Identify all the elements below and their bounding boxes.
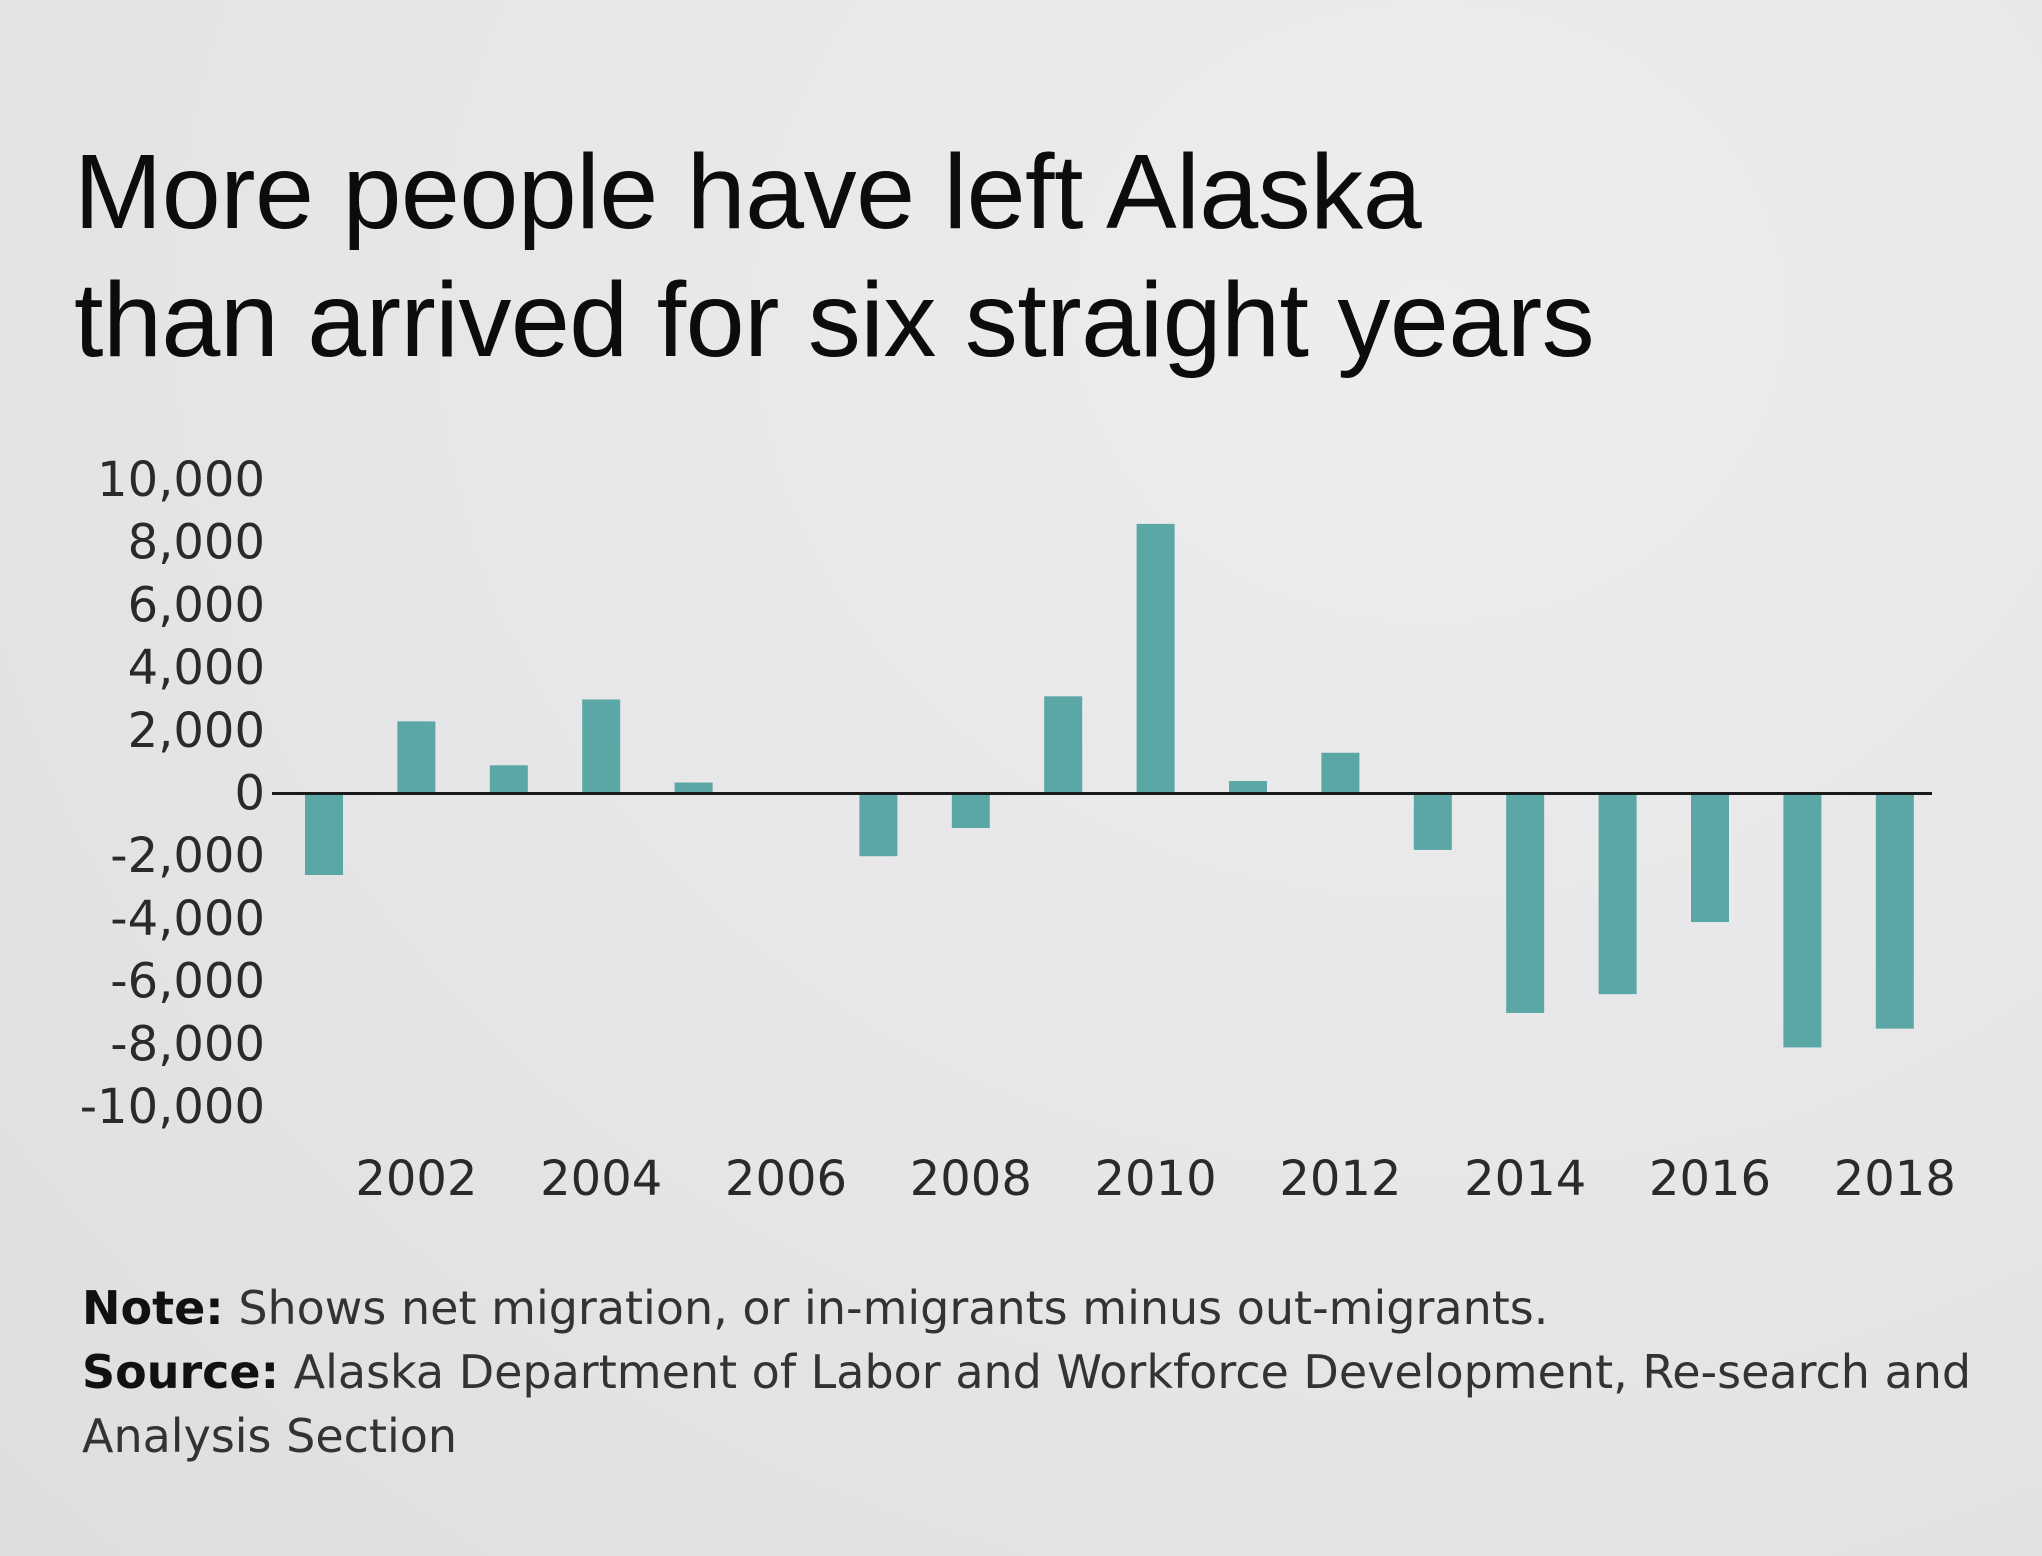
x-tick-label: 2002: [355, 1151, 477, 1207]
x-axis: 2002 2004 2006 2008 2010 2012 2014 2016 2018: [355, 1151, 1956, 1207]
bar-2010: [1136, 523, 1175, 794]
bar-2013: [1413, 793, 1452, 850]
y-tick-label: -10,000: [80, 1079, 265, 1135]
bar-2008: [951, 793, 990, 828]
note-label: Note:: [82, 1281, 224, 1335]
y-tick-label: -2,000: [110, 828, 265, 884]
x-tick-label: 2008: [910, 1151, 1032, 1207]
x-tick-label: 2012: [1279, 1151, 1401, 1207]
y-tick-label: -6,000: [110, 954, 265, 1010]
y-tick-label: -8,000: [110, 1016, 265, 1072]
note-text: Shows net migration, or in-migrants minu…: [238, 1281, 1549, 1335]
x-tick-label: 2014: [1464, 1151, 1586, 1207]
y-tick-label: 8,000: [128, 515, 265, 571]
x-tick-label: 2016: [1649, 1151, 1771, 1207]
bar-2007: [859, 793, 898, 857]
note-line: Note: Shows net migration, or in-migrant…: [82, 1276, 1982, 1340]
y-tick-label: 0: [234, 766, 265, 822]
bar-2004: [582, 699, 621, 794]
bar-2001: [305, 793, 343, 876]
bar-series: [305, 523, 1914, 1048]
x-tick-label: 2006: [725, 1151, 847, 1207]
chart-title-line-1: More people have left Alaska: [74, 133, 1422, 251]
chart-title: More people have left Alaska than arrive…: [74, 128, 1874, 384]
y-tick-label: 10,000: [97, 452, 265, 508]
bar-2003: [489, 765, 528, 794]
y-axis: 10,000 8,000 6,000 4,000 2,000 0 -2,000 -4,000 -…: [80, 452, 265, 1135]
y-tick-label: 4,000: [128, 640, 265, 696]
chart-title-line-2: than arrived for six straight years: [74, 261, 1595, 379]
bar-2005: [674, 782, 713, 794]
y-tick-label: -4,000: [110, 891, 265, 947]
chart-notes: Note: Shows net migration, or in-migrant…: [82, 1276, 1982, 1468]
bar-2016: [1691, 793, 1729, 923]
bar-2015: [1598, 793, 1637, 995]
bar-2014: [1506, 793, 1545, 1013]
bar-2017: [1783, 793, 1822, 1048]
bar-2018: [1875, 793, 1914, 1029]
bar-2002: [397, 721, 436, 794]
bar-2011: [1229, 780, 1267, 794]
bar-2012: [1321, 752, 1360, 794]
source-text: Alaska Department of Labor and Workforce…: [82, 1345, 1972, 1463]
y-tick-label: 2,000: [128, 703, 265, 759]
bar-2009: [1044, 696, 1083, 794]
source-label: Source:: [82, 1345, 280, 1399]
x-tick-label: 2010: [1095, 1151, 1217, 1207]
y-tick-label: 6,000: [128, 577, 265, 633]
source-line: Source: Alaska Department of Labor and W…: [82, 1340, 1982, 1468]
x-tick-label: 2018: [1834, 1151, 1956, 1207]
x-tick-label: 2004: [540, 1151, 662, 1207]
